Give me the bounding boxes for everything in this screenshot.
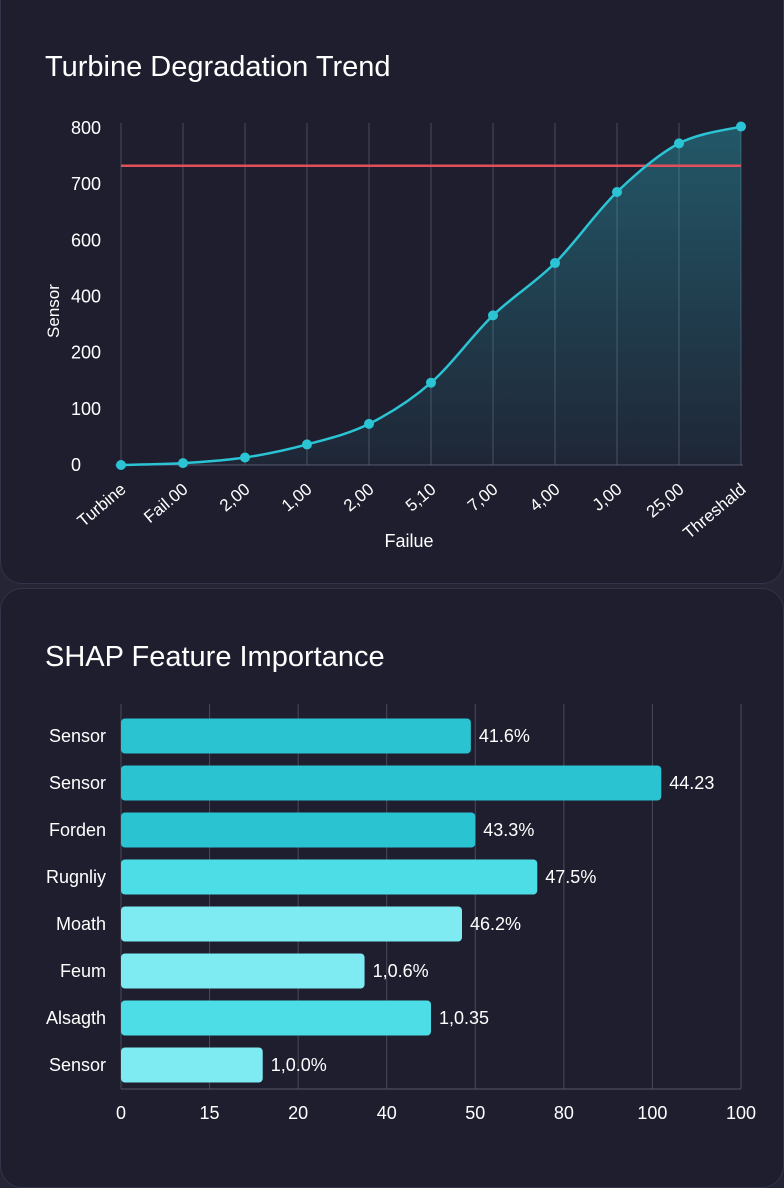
shap-x-tick-label: 80 (554, 1103, 574, 1123)
shap-category-label: Moath (56, 914, 106, 934)
shap-value-label: 46.2% (470, 914, 521, 934)
trend-x-tick-label: 1,00 (278, 480, 316, 516)
trend-data-point (426, 377, 436, 388)
trend-y-tick-label: 0 (71, 455, 81, 475)
trend-data-point (240, 452, 250, 463)
shap-x-tick-label: 40 (377, 1103, 397, 1123)
trend-y-tick-label: 200 (71, 343, 101, 363)
trend-card: Turbine Degradation Trend 0 100 200 400 600 7… (0, 0, 784, 584)
trend-area-fill (121, 126, 741, 465)
trend-chart-title: Turbine Degradation Trend (45, 51, 391, 83)
trend-data-point (364, 418, 374, 429)
trend-data-point (302, 439, 312, 450)
shap-bar (121, 859, 538, 895)
shap-bar (121, 812, 476, 848)
shap-value-label: 1,0.6% (373, 961, 429, 981)
shap-bar (121, 906, 462, 942)
trend-data-point (736, 121, 746, 132)
trend-x-tick-label: Turbine (74, 480, 130, 531)
shap-value-label: 43.3% (483, 820, 534, 840)
trend-data-point (178, 458, 188, 469)
shap-x-tick-label: 100 (637, 1103, 667, 1123)
trend-series-line (120, 125, 742, 467)
shap-value-label: 1,0.35 (439, 1008, 489, 1028)
shap-x-tick-label: 20 (288, 1103, 308, 1123)
shap-bar (121, 765, 662, 801)
trend-x-tick-label: 5,10 (402, 480, 440, 516)
shap-category-label: Sensor (49, 726, 106, 746)
shap-x-tick-label: 50 (465, 1103, 485, 1123)
trend-x-tick-label: 25,00 (643, 480, 688, 522)
shap-category-label: Sensor (49, 773, 106, 793)
shap-value-label: 41.6% (479, 726, 530, 746)
shap-category-label: Feum (60, 961, 106, 981)
shap-card: SHAP Feature Importance 0 15 20 40 50 80 100 10… (0, 588, 784, 1188)
trend-x-tick-label: 2,00 (216, 480, 254, 516)
shap-bar (121, 1047, 263, 1083)
trend-data-point (612, 186, 622, 197)
shap-category-label: Alsagth (46, 1008, 106, 1028)
trend-data-point (550, 258, 560, 269)
trend-y-tick-label: 600 (71, 230, 101, 250)
trend-data-point (674, 138, 684, 149)
trend-chart: 0 100 200 400 600 700 800 Sensor Turbine Fail.00 2… (44, 118, 750, 551)
shap-x-tick-label: 0 (116, 1103, 126, 1123)
trend-x-axis-label: Failue (384, 531, 433, 551)
shap-category-label: Rugnliy (46, 867, 106, 887)
shap-value-label: 1,0.0% (271, 1055, 327, 1075)
shap-bar (121, 1000, 431, 1036)
shap-category-label: Forden (49, 820, 106, 840)
shap-x-tick-label: 100 (726, 1103, 756, 1123)
shap-chart: 0 15 20 40 50 80 100 100 Sensor 41.6% Sensor 44.23 F… (46, 704, 756, 1123)
shap-category-label: Sensor (49, 1055, 106, 1075)
trend-data-point (116, 460, 126, 470)
trend-data-point (488, 310, 498, 321)
trend-x-tick-label: 2,00 (340, 480, 378, 516)
shap-bar (121, 718, 471, 754)
shap-chart-title: SHAP Feature Importance (45, 641, 385, 673)
trend-y-axis-label: Sensor (44, 284, 63, 338)
trend-x-tick-label: J,00 (589, 480, 626, 515)
trend-y-tick-label: 800 (71, 118, 101, 138)
trend-x-tick-label: 4,00 (526, 480, 564, 516)
trend-y-tick-label: 700 (71, 174, 101, 194)
trend-x-tick-label: Threshald (679, 480, 749, 543)
shap-value-label: 44.23 (669, 773, 714, 793)
shap-bar (121, 953, 365, 989)
trend-x-tick-label: 7,00 (464, 480, 502, 516)
trend-x-tick-label: Fail.00 (140, 480, 191, 527)
trend-y-tick-label: 100 (71, 399, 101, 419)
shap-x-tick-label: 15 (200, 1103, 220, 1123)
trend-y-tick-label: 400 (71, 287, 101, 307)
shap-value-label: 47.5% (545, 867, 596, 887)
